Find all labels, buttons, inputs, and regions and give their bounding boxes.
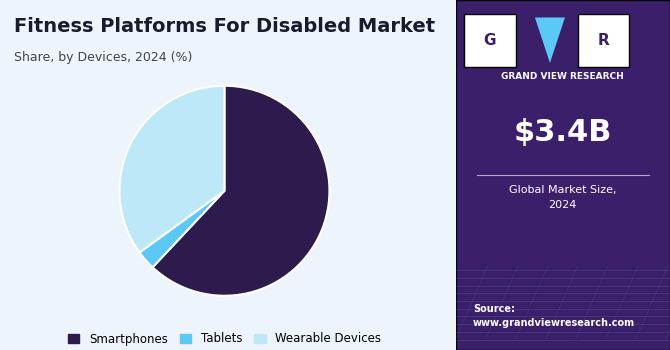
Text: Source:
www.grandviewresearch.com: Source: www.grandviewresearch.com (473, 304, 635, 329)
FancyBboxPatch shape (456, 0, 670, 350)
FancyBboxPatch shape (578, 14, 629, 66)
Legend: Smartphones, Tablets, Wearable Devices: Smartphones, Tablets, Wearable Devices (63, 328, 386, 350)
Text: G: G (484, 33, 496, 48)
Text: Fitness Platforms For Disabled Market: Fitness Platforms For Disabled Market (13, 18, 435, 36)
Wedge shape (139, 191, 224, 267)
Text: Share, by Devices, 2024 (%): Share, by Devices, 2024 (%) (13, 51, 192, 64)
FancyBboxPatch shape (464, 14, 516, 66)
Polygon shape (535, 18, 565, 63)
Text: Global Market Size,
2024: Global Market Size, 2024 (509, 186, 616, 210)
Text: GRAND VIEW RESEARCH: GRAND VIEW RESEARCH (501, 72, 624, 81)
Wedge shape (153, 86, 330, 296)
Wedge shape (119, 86, 224, 252)
Text: $3.4B: $3.4B (514, 119, 612, 147)
Text: R: R (598, 33, 610, 48)
